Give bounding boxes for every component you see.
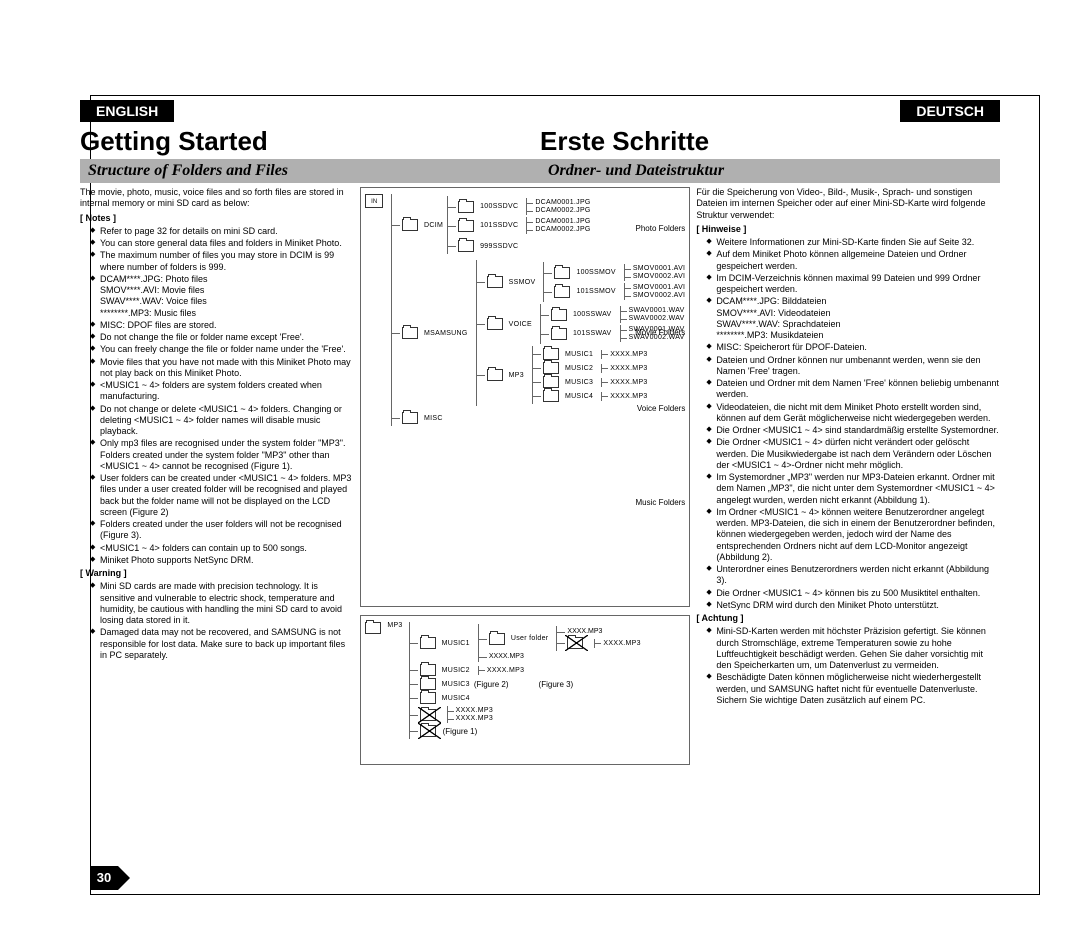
left-intro: The movie, photo, music, voice files and… [80,187,354,210]
list-item: Die Ordner <MUSIC1 ~ 4> sind standardmäß… [706,425,1000,436]
list-item: DCAM****.JPG: Photo files SMOV****.AVI: … [90,274,354,319]
list-item: DCAM****.JPG: Bilddateien SMOV****.AVI: … [706,296,1000,341]
page-number: 30 [90,866,118,890]
list-item: You can freely change the file or folder… [90,344,354,355]
list-item: The maximum number of files you may stor… [90,250,354,273]
list-item: Weitere Informationen zur Mini-SD-Karte … [706,237,1000,248]
list-item: Im Ordner <MUSIC1 ~ 4> können weitere Be… [706,507,1000,563]
list-item: <MUSIC1 ~ 4> folders can contain up to 5… [90,543,354,554]
list-item: Refer to page 32 for details on mini SD … [90,226,354,237]
list-item: Movie files that you have not made with … [90,357,354,380]
list-item: Dateien und Ordner können nur umbenannt … [706,355,1000,378]
list-item: Dateien und Ordner mit dem Namen 'Free' … [706,378,1000,401]
list-item: You can store general data files and fol… [90,238,354,249]
subtitle-right: Ordner- und Dateistruktur [540,159,1000,183]
list-item: Damaged data may not be recovered, and S… [90,627,354,661]
list-item: Miniket Photo supports NetSync DRM. [90,555,354,566]
list-item: Die Ordner <MUSIC1 ~ 4> können bis zu 50… [706,588,1000,599]
title-right: Erste Schritte [540,126,1000,157]
title-left: Getting Started [80,126,540,157]
list-item: NetSync DRM wird durch den Miniket Photo… [706,600,1000,611]
list-item: Mini SD cards are made with precision te… [90,581,354,626]
list-item: Im DCIM-Verzeichnis können maximal 99 Da… [706,273,1000,296]
list-item: User folders can be created under <MUSIC… [90,473,354,518]
list-item: Unterordner eines Benutzerordners werden… [706,564,1000,587]
subtitle-left: Structure of Folders and Files [80,159,540,183]
right-notes-label: [ Hinweise ] [696,224,1000,235]
left-warning-label: [ Warning ] [80,568,354,579]
list-item: MISC: DPOF files are stored. [90,320,354,331]
lang-badge-left: ENGLISH [80,100,174,122]
list-item: Only mp3 files are recognised under the … [90,438,354,472]
folder-tree-diagram: Photo Folders Movie Folders Voice Folder… [360,187,690,773]
list-item: Die Ordner <MUSIC1 ~ 4> dürfen nicht ver… [706,437,1000,471]
lang-badge-right: DEUTSCH [900,100,1000,122]
list-item: Folders created under the user folders w… [90,519,354,542]
right-warning-label: [ Achtung ] [696,613,1000,624]
list-item: Auf dem Miniket Photo können allgemeine … [706,249,1000,272]
list-item: Im Systemordner „MP3" werden nur MP3-Dat… [706,472,1000,506]
list-item: Do not change or delete <MUSIC1 ~ 4> fol… [90,404,354,438]
right-intro: Für die Speicherung von Video-, Bild-, M… [696,187,1000,221]
list-item: Mini-SD-Karten werden mit höchster Präzi… [706,626,1000,671]
list-item: Beschädigte Daten können möglicherweise … [706,672,1000,706]
list-item: Do not change the file or folder name ex… [90,332,354,343]
list-item: <MUSIC1 ~ 4> folders are system folders … [90,380,354,403]
list-item: MISC: Speicherort für DPOF-Dateien. [706,342,1000,353]
list-item: Videodateien, die nicht mit dem Miniket … [706,402,1000,425]
left-notes-label: [ Notes ] [80,213,354,224]
